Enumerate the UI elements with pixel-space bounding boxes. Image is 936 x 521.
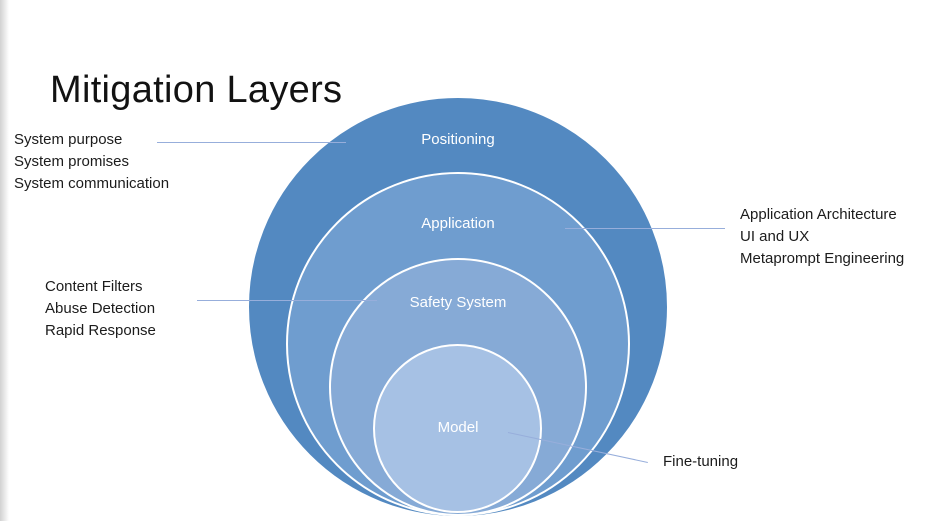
annotation-line: System promises — [14, 153, 130, 170]
page-title: Mitigation Layers — [50, 69, 343, 112]
annotation-line: Content Filters — [45, 278, 143, 295]
annotation-line: Abuse Detection — [45, 300, 156, 317]
connector-line-application — [565, 228, 725, 229]
annotation-line: System communication — [14, 175, 170, 192]
left-edge-shadow — [0, 0, 9, 521]
annotation-safety-system: Content Filters Abuse Detection Rapid Re… — [45, 276, 156, 342]
layer-label-model: Model — [437, 419, 479, 436]
annotation-line: Metaprompt Engineering — [740, 250, 905, 267]
annotation-line: Rapid Response — [45, 322, 156, 339]
annotation-positioning: System purpose System promises System co… — [14, 129, 169, 195]
layer-circle-model — [373, 344, 542, 513]
connector-line-safety-system — [197, 300, 377, 301]
annotation-model: Fine-tuning — [663, 451, 738, 473]
layer-label-safety-system: Safety System — [409, 294, 507, 311]
annotation-line: UI and UX — [740, 228, 810, 245]
annotation-line: Fine-tuning — [663, 453, 739, 470]
annotation-application: Application Architecture UI and UX Metap… — [740, 204, 904, 270]
layer-label-positioning: Positioning — [421, 131, 495, 148]
layer-label-application: Application — [421, 215, 495, 232]
annotation-line: Application Architecture — [740, 206, 897, 223]
connector-line-positioning — [157, 142, 346, 143]
annotation-line: System purpose — [14, 131, 123, 148]
